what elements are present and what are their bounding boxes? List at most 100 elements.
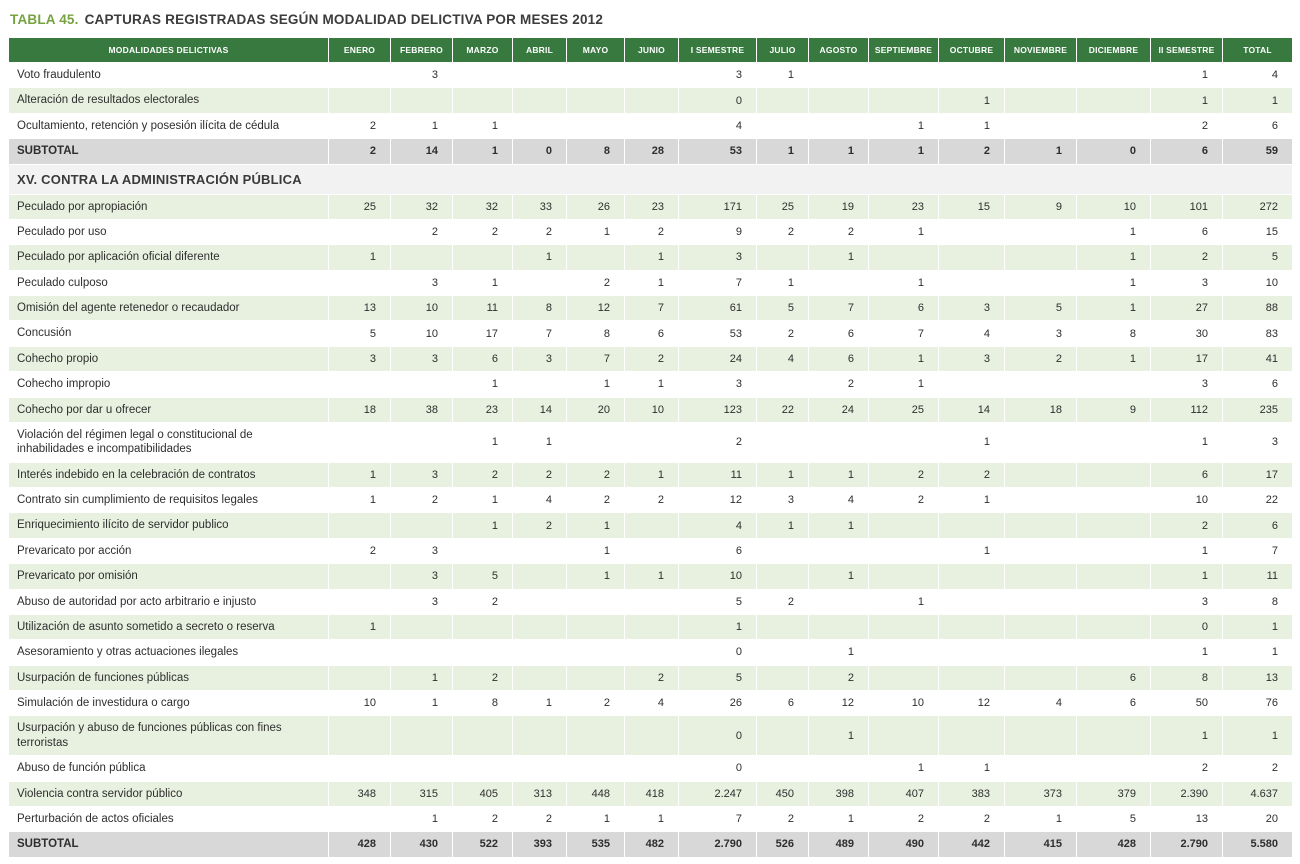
cell-value: 2: [624, 664, 679, 692]
cell-value: 430: [390, 831, 453, 858]
cell-value: [452, 715, 513, 757]
cell-value: [1004, 87, 1077, 114]
cell-value: 14: [390, 138, 453, 165]
row-label: SUBTOTAL: [8, 138, 329, 165]
cell-value: 59: [1222, 138, 1293, 165]
cell-value: 2: [808, 218, 869, 246]
cell-value: 7: [678, 805, 757, 833]
cell-value: 1: [390, 664, 453, 692]
cell-value: 1: [624, 461, 679, 489]
cell-value: [566, 588, 625, 615]
cell-value: [1004, 244, 1077, 271]
cell-value: 3: [1150, 588, 1223, 615]
cell-value: 6: [868, 294, 939, 322]
cell-value: 1: [624, 805, 679, 833]
cell-value: 12: [566, 294, 625, 322]
cell-value: 8: [566, 320, 625, 347]
row-label: Simulación de investidura o cargo: [8, 689, 329, 717]
cell-value: 17: [1222, 461, 1293, 489]
table-row: Prevaricato por acción 2 3 1 6 1 1 7: [8, 537, 1293, 565]
column-header: ABRIL: [512, 37, 567, 63]
cell-value: 1: [452, 486, 513, 514]
cell-value: 3: [678, 371, 757, 398]
cell-value: 3: [390, 588, 453, 615]
cell-value: 1: [756, 512, 809, 539]
cell-value: 2: [1150, 755, 1223, 782]
table-row: Cohecho propio 3 3 6 3 7 2 24 4 6 1 3 2 1 17 41: [8, 345, 1293, 373]
cell-value: 4.637: [1222, 780, 1293, 807]
cell-value: 2: [624, 486, 679, 514]
cell-value: 12: [678, 486, 757, 514]
cell-value: 1: [1150, 715, 1223, 757]
cell-value: 3: [390, 461, 453, 489]
table-row: Prevaricato por omisión 3 5 1 1 10 1 1 11: [8, 563, 1293, 590]
table-row: Peculado por aplicación oficial diferent…: [8, 244, 1293, 271]
table-row: Interés indebido en la celebración de co…: [8, 461, 1293, 489]
cell-value: 2.247: [678, 780, 757, 807]
cell-value: [756, 421, 809, 463]
cell-value: 1: [938, 87, 1005, 114]
cell-value: [938, 512, 1005, 539]
cell-value: 2: [512, 805, 567, 833]
cell-value: [328, 87, 391, 114]
cell-value: 1: [512, 689, 567, 717]
cell-value: [1004, 755, 1077, 782]
cell-value: [868, 715, 939, 757]
cell-value: 10: [678, 563, 757, 590]
cell-value: [808, 421, 869, 463]
cell-value: [868, 537, 939, 565]
cell-value: [566, 613, 625, 641]
cell-value: 3: [512, 345, 567, 373]
row-label: Violación del régimen legal o constituci…: [8, 421, 329, 463]
column-header: SEPTIEMBRE: [868, 37, 939, 63]
cell-value: 41: [1222, 345, 1293, 373]
cell-value: [1076, 563, 1151, 590]
cell-value: 6: [1222, 512, 1293, 539]
cell-value: [452, 537, 513, 565]
cell-value: 4: [1222, 61, 1293, 89]
cell-value: 6: [808, 320, 869, 347]
cell-value: 7: [678, 269, 757, 297]
captures-table: MODALIDADES DELICTIVAS ENERO FEBRERO MARZO A…: [8, 37, 1293, 858]
cell-value: 4: [1004, 689, 1077, 717]
cell-value: 1: [452, 512, 513, 539]
table-row: Violencia contra servidor público 348 315 4…: [8, 780, 1293, 807]
cell-value: 2: [452, 664, 513, 692]
cell-value: 313: [512, 780, 567, 807]
cell-value: [808, 269, 869, 297]
cell-value: 348: [328, 780, 391, 807]
cell-value: [1076, 639, 1151, 666]
cell-value: 11: [1222, 563, 1293, 590]
cell-value: [938, 639, 1005, 666]
cell-value: 19: [808, 193, 869, 220]
cell-value: 13: [1222, 664, 1293, 692]
cell-value: [566, 421, 625, 463]
cell-value: 1: [566, 512, 625, 539]
cell-value: [1004, 715, 1077, 757]
cell-value: 2: [938, 138, 1005, 165]
row-label: Usurpación de funciones públicas: [8, 664, 329, 692]
row-label: Contrato sin cumplimiento de requisitos …: [8, 486, 329, 514]
cell-value: 6: [1222, 112, 1293, 140]
table-row: Violación del régimen legal o constituci…: [8, 421, 1293, 463]
cell-value: 2: [566, 486, 625, 514]
cell-value: 6: [678, 537, 757, 565]
cell-value: 26: [566, 193, 625, 220]
cell-value: [756, 639, 809, 666]
cell-value: [452, 639, 513, 666]
cell-value: 2: [1150, 244, 1223, 271]
cell-value: 2: [938, 461, 1005, 489]
cell-value: [938, 715, 1005, 757]
column-header-modalidades: MODALIDADES DELICTIVAS: [8, 37, 329, 63]
cell-value: [624, 715, 679, 757]
row-label: Utilización de asunto sometido a secreto…: [8, 613, 329, 641]
cell-value: 8: [1150, 664, 1223, 692]
cell-value: 522: [452, 831, 513, 858]
cell-value: 1: [1076, 345, 1151, 373]
cell-value: [1076, 461, 1151, 489]
cell-value: 2: [390, 218, 453, 246]
cell-value: 3: [328, 345, 391, 373]
cell-value: 7: [512, 320, 567, 347]
cell-value: [938, 218, 1005, 246]
cell-value: 1: [868, 269, 939, 297]
